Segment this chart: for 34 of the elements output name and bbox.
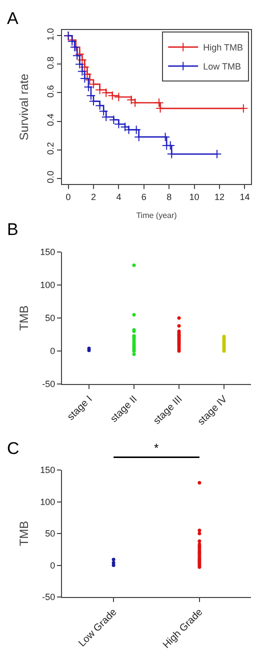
y-tick-label: 0.2 <box>45 142 56 155</box>
x-tick-label: 14 <box>240 192 250 202</box>
y-tick-label: 0 <box>50 346 56 356</box>
y-tick-label: 50 <box>45 528 56 539</box>
x-tick-label: 12 <box>214 192 225 202</box>
y-tick-label: 50 <box>45 313 56 324</box>
y-tick-label: -50 <box>42 592 56 602</box>
y-tick-label: 0.8 <box>45 56 56 70</box>
y-tick-label: 0 <box>50 560 56 570</box>
y-tick-label: -50 <box>42 379 56 390</box>
x-tick-label: 4 <box>116 192 122 202</box>
y-axis-title: TMB <box>17 305 31 331</box>
y-tick-label: 150 <box>40 465 56 476</box>
y-tick-label: 0.0 <box>45 170 56 184</box>
text: * <box>154 441 159 455</box>
y-tick-label: 100 <box>40 280 56 290</box>
y-axis-title: TMB <box>17 520 31 546</box>
x-tick-label: 0 <box>66 192 71 202</box>
y-tick-label: 100 <box>40 496 56 507</box>
y-tick-label: 0.4 <box>45 114 56 126</box>
x-tick-label: 10 <box>189 192 200 202</box>
y-axis-title: Survival rate <box>17 73 31 140</box>
text: C <box>7 439 20 458</box>
y-tick-label: 150 <box>40 247 56 258</box>
text: B <box>7 220 18 239</box>
x-tick-label: 8 <box>166 192 172 202</box>
x-tick-label: 2 <box>90 192 96 202</box>
x-axis-title: Time (year) <box>136 211 178 220</box>
legend-label: Low TMB <box>203 62 241 72</box>
text: A <box>7 9 19 28</box>
y-tick-label: 1.0 <box>45 28 56 41</box>
y-tick-label: 0.6 <box>45 85 56 98</box>
x-tick-label: 6 <box>141 192 146 202</box>
legend-label: High TMB <box>203 42 243 53</box>
